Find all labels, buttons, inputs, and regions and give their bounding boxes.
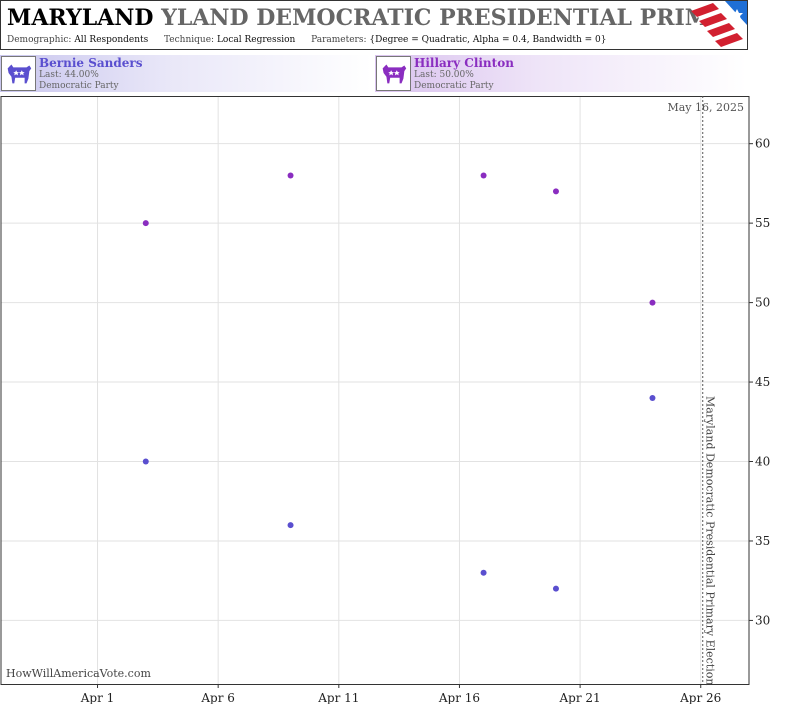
candidate-card-sanders: Bernie Sanders Last: 44.00% Democratic P… xyxy=(0,55,372,92)
plot-frame xyxy=(0,96,750,685)
data-point xyxy=(287,172,294,179)
democratic-donkey-icon xyxy=(376,56,411,91)
y-tick-label: 50 xyxy=(755,296,770,310)
x-axis-ticks: Apr 1 Apr 6 Apr 11 Apr 16 Apr 21 Apr 26 xyxy=(80,684,721,704)
data-points xyxy=(142,172,656,592)
x-tick-label: Apr 26 xyxy=(679,691,721,704)
data-point xyxy=(649,394,656,401)
polling-scatter-chart: Maryland Democratic Presidential Primary… xyxy=(0,96,770,704)
data-point xyxy=(287,522,294,529)
parameters-value: {Degree = Quadratic, Alpha = 0.4, Bandwi… xyxy=(369,35,607,45)
watermark: HowWillAmericaVote.com xyxy=(6,667,151,680)
candidate-last-value: Last: 44.00% xyxy=(39,70,99,80)
data-point xyxy=(480,172,487,179)
election-label: Maryland Democratic Presidential Primary… xyxy=(704,396,717,685)
data-point xyxy=(480,569,487,576)
parameters-label: Parameters: xyxy=(311,35,367,45)
y-tick-label: 55 xyxy=(755,216,770,230)
data-point xyxy=(142,458,149,465)
x-tick-label: Apr 11 xyxy=(317,691,359,704)
grid-lines xyxy=(1,96,749,684)
y-tick-label: 35 xyxy=(755,534,770,548)
x-tick-label: Apr 6 xyxy=(200,691,235,704)
technique-value: Local Regression xyxy=(216,35,296,45)
y-tick-label: 60 xyxy=(755,137,770,151)
election-marker: Maryland Democratic Presidential Primary… xyxy=(702,96,717,685)
democratic-donkey-icon xyxy=(1,56,36,91)
candidate-party: Democratic Party xyxy=(414,81,494,91)
technique-label: Technique: xyxy=(164,35,215,45)
y-axis-ticks: 30 35 40 45 50 55 60 xyxy=(749,137,770,627)
date-annotation: May 16, 2025 xyxy=(667,101,744,114)
title-rest: YLAND DEMOCRATIC PRESIDENTIAL PRIMARY 20… xyxy=(161,5,748,31)
demographic-label: Demographic: xyxy=(7,35,72,45)
x-tick-label: Apr 16 xyxy=(438,691,480,704)
demographic-value: All Respondents xyxy=(74,35,149,45)
chart-title: MARYLAND YLAND DEMOCRATIC PRESIDENTIAL P… xyxy=(7,5,748,31)
chart-parameters: Demographic: All Respondents Technique: … xyxy=(7,35,606,45)
y-tick-label: 30 xyxy=(755,613,770,627)
candidate-name: Bernie Sanders xyxy=(39,56,143,70)
title-state: MARYLAND xyxy=(7,5,154,31)
candidate-last-value: Last: 50.00% xyxy=(414,70,474,80)
data-point xyxy=(649,299,656,306)
y-tick-label: 40 xyxy=(755,455,770,469)
x-tick-label: Apr 1 xyxy=(80,691,115,704)
candidate-name: Hillary Clinton xyxy=(414,56,514,70)
candidate-card-clinton: Hillary Clinton Last: 50.00% Democratic … xyxy=(375,55,747,92)
chart-header: MARYLAND YLAND DEMOCRATIC PRESIDENTIAL P… xyxy=(0,0,748,50)
data-point xyxy=(552,585,559,592)
flag-logo-icon xyxy=(689,1,747,49)
candidate-party: Democratic Party xyxy=(39,81,119,91)
y-tick-label: 45 xyxy=(755,375,770,389)
data-point xyxy=(552,188,559,195)
data-point xyxy=(142,220,149,227)
x-tick-label: Apr 21 xyxy=(559,691,601,704)
